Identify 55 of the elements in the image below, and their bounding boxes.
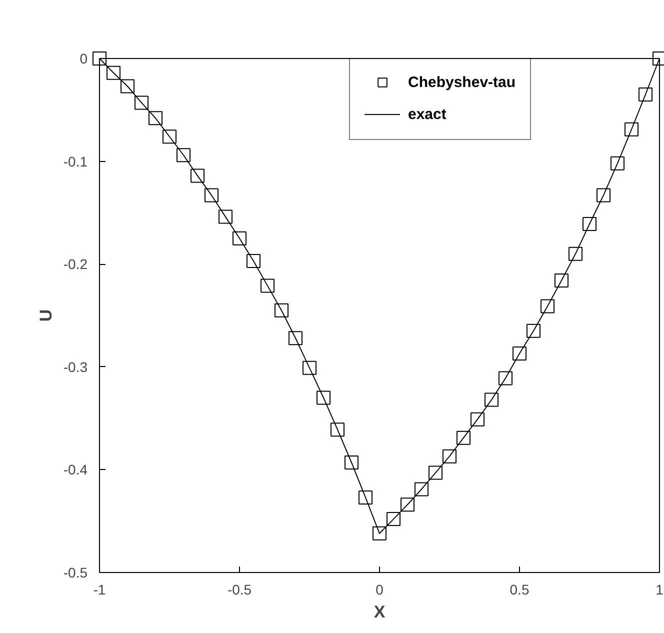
point [554,274,568,288]
x-tick-label: -1 [93,582,106,598]
point [302,360,316,375]
point [106,66,120,80]
point [204,188,218,202]
point [274,303,288,318]
point [470,412,484,426]
point [246,254,260,268]
point [344,456,358,470]
x-tick-label: 1 [656,582,664,598]
x-axis-title: X [374,602,386,622]
point [134,96,148,110]
point [638,87,652,102]
x-tick-label: 0 [376,582,384,598]
y-tick-label: -0.5 [63,564,88,580]
point [498,371,512,386]
y-tick-label: -0.2 [63,256,88,272]
point [92,52,106,66]
point [568,246,582,261]
point [596,188,610,202]
point [624,122,638,136]
point [582,217,596,232]
point [358,490,372,504]
legend-label: exact [408,106,446,122]
point [400,498,414,512]
x-tick-label: -0.5 [227,582,252,598]
point [372,526,386,540]
point [456,430,470,445]
point [428,466,442,480]
point [316,390,330,405]
point [540,299,554,314]
y-tick-label: 0 [80,50,88,66]
point [386,512,400,526]
point [176,148,190,162]
point [414,482,428,496]
point [218,210,232,224]
point [162,130,176,144]
point [442,449,456,464]
point [260,278,274,293]
y-tick-label: -0.1 [63,153,88,170]
point [484,392,498,407]
point [610,156,624,170]
point [148,111,162,126]
y-axis-title: U [36,309,56,322]
point [232,231,246,246]
legend-label: Chebyshev-tau [408,74,516,90]
y-tick-label: -0.3 [63,358,88,375]
point [512,346,526,361]
point [190,168,204,183]
point [120,79,134,94]
point [288,331,302,346]
y-tick-label: -0.4 [63,462,88,478]
point [330,422,344,437]
point [526,324,540,338]
x-tick-label: 0.5 [510,582,530,598]
